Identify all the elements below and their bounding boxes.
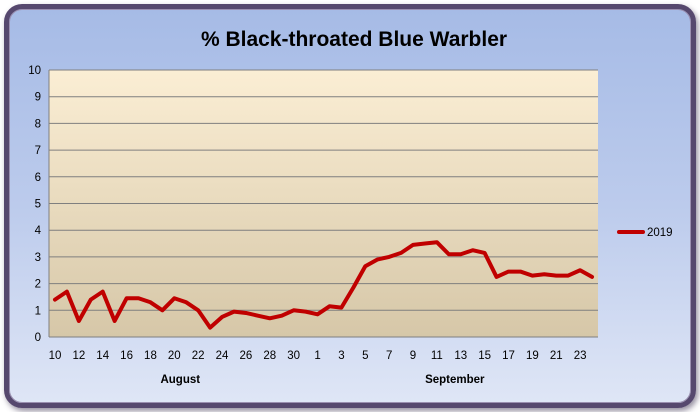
x-tick-label-18: 18 (144, 350, 157, 362)
x-category-label-august: August (160, 374, 200, 386)
chart: % Black-throated Blue Warbler 0123456789… (28, 28, 673, 386)
data-point (339, 306, 344, 310)
data-point (542, 272, 546, 276)
data-point (518, 269, 523, 274)
data-point (113, 319, 117, 323)
data-point (554, 273, 558, 278)
x-tick-label-5: 5 (362, 350, 368, 362)
data-point (530, 273, 534, 278)
data-point (435, 240, 439, 244)
x-tick-label-14: 14 (96, 350, 109, 362)
series-group (52, 240, 595, 330)
data-point (590, 275, 594, 279)
x-tick-label-12: 12 (72, 350, 85, 362)
data-point (506, 269, 511, 274)
data-point (53, 298, 57, 302)
legend: 2019 (617, 227, 673, 239)
data-point (280, 314, 284, 318)
x-tick-label-19: 19 (526, 350, 539, 362)
y-tick-label-8: 8 (35, 118, 41, 130)
data-point (375, 257, 379, 262)
data-point (494, 275, 499, 279)
x-tick-label-13: 13 (454, 350, 467, 362)
data-point (459, 252, 463, 256)
y-tick-label-2: 2 (35, 279, 41, 291)
x-tick-label-26: 26 (240, 350, 253, 362)
data-point (124, 296, 129, 300)
data-point (184, 300, 188, 304)
data-point (423, 241, 427, 246)
x-tick-label-24: 24 (216, 350, 229, 362)
data-point (148, 300, 153, 304)
data-point (196, 308, 200, 312)
x-tick-label-21: 21 (550, 350, 563, 362)
data-point (315, 312, 320, 316)
data-point (363, 264, 367, 268)
x-tick-label-1: 1 (314, 350, 320, 362)
data-point (160, 308, 164, 312)
y-tick-label-4: 4 (35, 225, 42, 237)
data-point (208, 326, 212, 330)
y-axis: 0 1 2 3 4 5 6 7 8 9 10 (28, 65, 50, 344)
data-point (232, 310, 236, 314)
x-tick-label-11: 11 (431, 350, 443, 362)
data-point (566, 273, 570, 278)
data-point (483, 251, 487, 255)
legend-label-2019: 2019 (647, 227, 673, 239)
data-point (399, 251, 403, 255)
data-point (387, 255, 391, 259)
x-tick-label-30: 30 (287, 350, 300, 362)
y-tick-label-10: 10 (28, 65, 41, 77)
data-point (303, 310, 308, 314)
data-point (411, 243, 415, 247)
data-point (351, 286, 355, 290)
chart-title: % Black-throated Blue Warbler (201, 28, 507, 51)
y-tick-label-0: 0 (35, 332, 41, 344)
y-tick-label-9: 9 (35, 92, 41, 104)
data-point (578, 268, 582, 272)
x-tick-label-22: 22 (192, 350, 205, 362)
y-tick-label-7: 7 (35, 145, 41, 157)
x-tick-label-16: 16 (120, 350, 133, 362)
data-point (268, 316, 272, 320)
x-tick-label-28: 28 (263, 350, 276, 362)
y-tick-label-5: 5 (35, 199, 41, 211)
x-tick-label-10: 10 (49, 350, 62, 362)
data-point (65, 290, 69, 294)
y-tick-label-3: 3 (35, 252, 41, 264)
x-tick-label-7: 7 (386, 350, 392, 362)
data-point (172, 296, 176, 300)
data-point (136, 296, 141, 300)
data-point (244, 311, 248, 315)
x-tick-label-23: 23 (574, 350, 587, 362)
x-axis: 10 12 14 16 18 20 22 24 26 28 30 1 3 5 7 9 11 13 15 17 19 21 2… (49, 350, 587, 386)
x-tick-label-3: 3 (338, 350, 344, 362)
x-tick-label-20: 20 (168, 350, 181, 362)
data-point (471, 248, 475, 252)
y-tick-label-1: 1 (35, 305, 41, 317)
y-tick-label-6: 6 (35, 172, 41, 184)
data-point (256, 314, 260, 318)
data-point (447, 252, 451, 256)
data-point (327, 304, 332, 308)
x-tick-label-15: 15 (478, 350, 491, 362)
series-line-2019 (52, 240, 595, 330)
x-category-label-september: September (425, 374, 485, 386)
data-point (292, 308, 296, 312)
data-point (101, 290, 105, 294)
x-tick-label-9: 9 (410, 350, 416, 362)
data-point (220, 315, 224, 319)
x-tick-label-17: 17 (502, 350, 515, 362)
data-point (89, 298, 93, 302)
data-point (77, 319, 81, 323)
